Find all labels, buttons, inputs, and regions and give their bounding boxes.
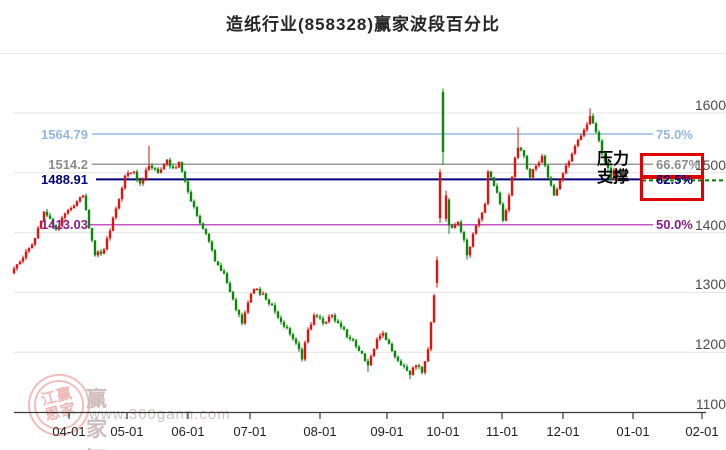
watermark-brand: 赢家江恩软件 [86,388,109,450]
x-axis-label: 06-01 [171,424,205,439]
level-percent-label: 66.67% [656,156,701,172]
x-axis-label: 11-01 [485,424,519,439]
y-axis-label: 1100 [695,396,726,412]
x-axis-label: 01-01 [616,424,650,439]
page-title: 造纸行业(858328)赢家波段百分比 [225,15,501,34]
y-axis-label: 1200 [694,336,726,353]
pressure-annotation: 压力 [597,151,630,168]
x-axis-label: 12-01 [546,424,580,439]
x-axis-label: 02-01 [685,424,719,439]
support-level-box [640,175,704,201]
level-percent-label: 62.5% [656,171,693,187]
x-axis-label: 08-01 [303,424,337,439]
level-price-label: 1564.79 [41,126,88,142]
support-annotation: 支撑 [597,169,630,186]
level-price-label: 1514.2 [48,156,88,172]
level-price-label: 1413.03 [41,217,88,233]
x-axis-label: 09-01 [370,424,404,439]
x-axis-label: 10-01 [426,424,460,439]
x-axis-label: 04-01 [52,424,86,439]
level-percent-label: 50.0% [656,217,693,233]
y-axis-label: 1400 [694,216,726,233]
title-divider [0,53,726,54]
x-axis-label: 07-01 [233,424,267,439]
candlestick-series [12,88,619,380]
y-axis-label: 1500 [694,156,726,173]
watermark-url: www.360gann.com [89,406,231,423]
level-percent-label: 75.0% [656,126,693,142]
level-price-label: 1488.91 [41,171,88,187]
y-axis-label: 1300 [694,276,726,293]
x-axis-label: 05-01 [110,424,144,439]
y-axis-label: 1600 [694,97,726,113]
